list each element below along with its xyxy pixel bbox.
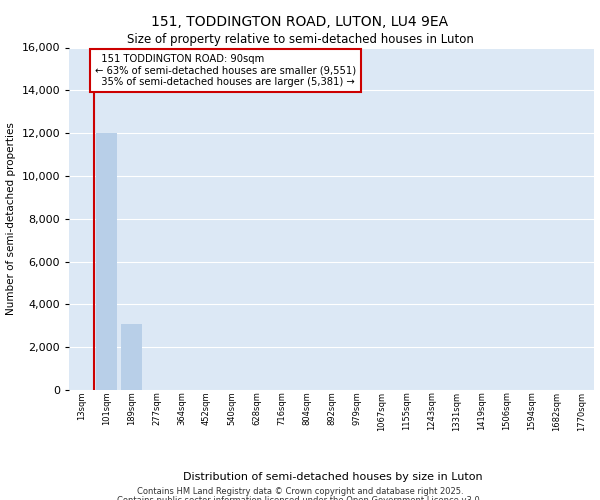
Text: Distribution of semi-detached houses by size in Luton: Distribution of semi-detached houses by … bbox=[183, 472, 483, 482]
Y-axis label: Number of semi-detached properties: Number of semi-detached properties bbox=[6, 122, 16, 315]
Bar bbox=[121, 324, 142, 390]
Text: 151, TODDINGTON ROAD, LUTON, LU4 9EA: 151, TODDINGTON ROAD, LUTON, LU4 9EA bbox=[151, 15, 449, 29]
Text: Contains public sector information licensed under the Open Government Licence v3: Contains public sector information licen… bbox=[118, 496, 482, 500]
Text: Size of property relative to semi-detached houses in Luton: Size of property relative to semi-detach… bbox=[127, 32, 473, 46]
Text: 151 TODDINGTON ROAD: 90sqm
← 63% of semi-detached houses are smaller (9,551)
  3: 151 TODDINGTON ROAD: 90sqm ← 63% of semi… bbox=[95, 54, 356, 87]
Text: Contains HM Land Registry data © Crown copyright and database right 2025.: Contains HM Land Registry data © Crown c… bbox=[137, 488, 463, 496]
Bar bbox=[96, 133, 117, 390]
